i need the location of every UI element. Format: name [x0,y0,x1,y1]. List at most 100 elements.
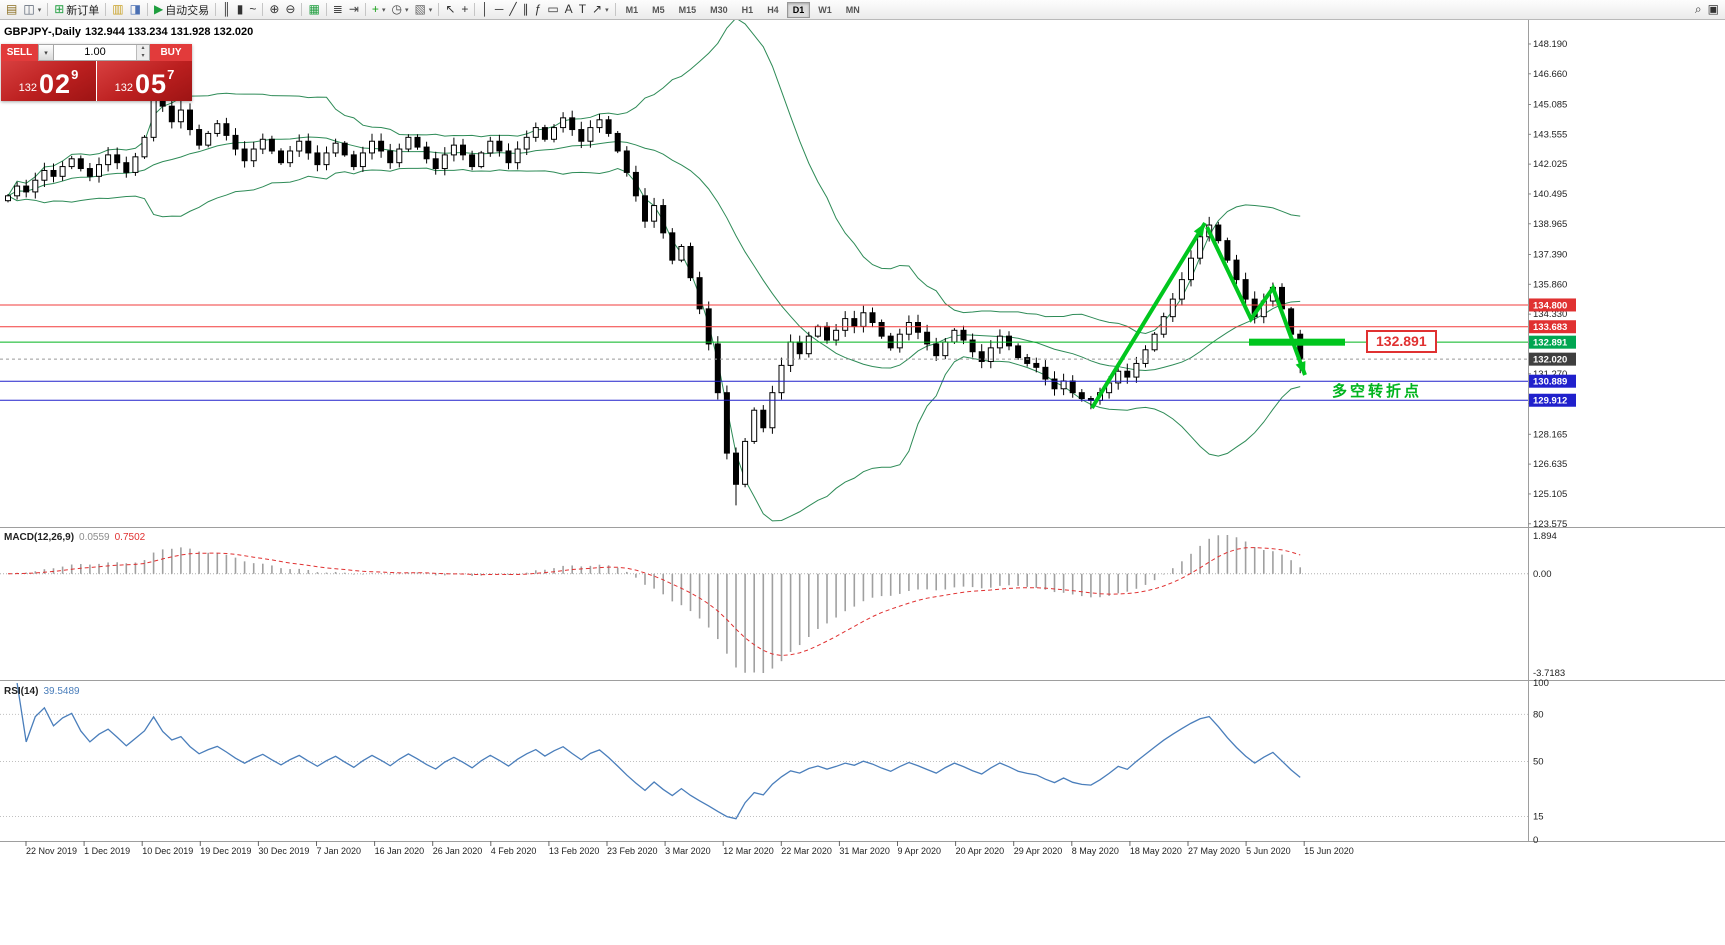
candle-body [824,325,830,341]
periods-button[interactable]: ◷ ▾ [388,2,411,17]
down-zigzag-arrow[interactable] [1205,226,1307,376]
buy-price-sup: 7 [167,67,175,82]
buy-button[interactable]: BUY [150,44,192,61]
date-axis-label: 19 Dec 2019 [200,846,251,856]
shapes-button[interactable]: ▭ [544,2,561,17]
arrange-windows-button[interactable]: ≣ [330,2,346,17]
arrange-windows-button-icon: ≣ [332,2,343,16]
timeframe-d1[interactable]: D1 [786,1,811,18]
new-chart-button[interactable]: ▤ [3,2,20,17]
crosshair-button[interactable]: + [458,2,471,17]
candle-body [687,245,694,279]
market-watch-button[interactable]: ▥ [109,2,126,17]
chevron-down-icon: ▾ [37,6,42,14]
candle-body [114,154,121,164]
up-trend-arrow[interactable] [1090,221,1207,410]
lot-size-value[interactable]: 1.00 [84,46,106,58]
price-tag[interactable]: 132.891 [1529,335,1576,349]
trendline-button[interactable]: ╱ [506,2,519,17]
price-axis-label: 128.165 [1533,429,1567,440]
vertical-line-button[interactable]: │ [478,2,492,17]
price-callout-label[interactable]: 132.891 [1366,330,1437,353]
toolbar-separator [325,3,327,16]
svg-text:132.020: 132.020 [1533,355,1567,366]
candle-body [623,150,630,173]
arrows-tools-button[interactable]: ↗ ▾ [589,2,612,17]
window-list-button[interactable]: ▣ [1705,2,1722,17]
text-label-button[interactable]: T [576,2,589,17]
candle-body [632,171,639,197]
candle-body [32,179,39,193]
lot-stepper[interactable]: ▴ ▾ [136,45,149,60]
timeframe-h1[interactable]: H1 [741,4,754,15]
candle-body [41,169,48,181]
channel-button[interactable]: ∥ [520,2,532,17]
line-chart-button[interactable]: ~ [246,2,259,17]
lot-dropdown[interactable]: ▾ [38,44,54,61]
search-button[interactable]: ⌕ [1692,2,1705,17]
sell-price-big: 02 [39,69,72,99]
candle-body [987,347,994,362]
bar-chart-button[interactable]: ║ [219,2,234,17]
candlestick-button[interactable]: ▮ [234,2,247,17]
candle-body [187,109,193,131]
date-axis-label: 7 Jan 2020 [317,846,362,856]
stepper-up-icon[interactable]: ▴ [137,45,149,53]
trend-arrows[interactable] [1090,221,1307,410]
rsi-axis-label: 100 [1533,678,1549,689]
price-tag[interactable]: 134.800 [1529,298,1576,312]
candle-body [851,318,858,327]
tile-windows-button[interactable]: ▦ [305,2,322,17]
candle-body [59,166,66,177]
text-button[interactable]: A [562,2,576,17]
date-axis-label: 23 Feb 2020 [607,846,658,856]
text-label-button-icon: T [578,2,587,16]
indicators-button[interactable]: + ▾ [369,2,389,17]
candle-body [469,154,476,168]
templates-button[interactable]: ▧ ▾ [411,2,435,17]
chart-profiles-button[interactable]: ◫ ▾ [20,2,44,17]
candle-body [523,136,530,150]
date-axis-label: 13 Feb 2020 [549,846,600,856]
timeframe-m15[interactable]: M15 [678,4,697,15]
candle-body [1124,370,1131,378]
horizontal-line-button[interactable]: ─ [492,2,507,17]
candle-body [605,119,612,134]
timeframe-h4[interactable]: H4 [767,4,779,15]
cursor-button[interactable]: ↖ [442,2,458,17]
zoom-in-button[interactable]: ⊕ [266,2,282,17]
data-window-button[interactable]: ◨ [127,2,144,17]
timeframe-m30[interactable]: M30 [710,4,728,15]
candle-body [241,148,248,162]
svg-text:134.800: 134.800 [1533,300,1567,311]
stepper-down-icon[interactable]: ▾ [137,52,149,60]
timeframe-mn[interactable]: MN [845,4,860,15]
sell-button[interactable]: SELL [1,44,38,61]
timeframe-w1[interactable]: W1 [818,4,832,15]
new-order-button[interactable]: ⊞ 新订单 [51,1,102,19]
turning-point-label[interactable]: 多空转折点 [1332,383,1423,400]
new-chart-button-icon: ▤ [6,2,18,16]
autotrading-button-label: 自动交易 [165,4,210,17]
support-highlight-bar[interactable] [1249,338,1345,346]
lot-size-field[interactable]: 1.00 ▴ ▾ [54,44,150,61]
candle-body [441,154,448,170]
sell-price-button[interactable]: 132 02 9 [1,61,96,101]
zoom-out-button[interactable]: ⊖ [282,2,298,17]
timeframe-m1[interactable]: M1 [625,4,639,15]
price-tag[interactable]: 132.020 [1529,352,1576,366]
buy-price-button[interactable]: 132 05 7 [97,61,192,101]
candle-body [168,105,175,123]
autotrading-button[interactable]: ▶ 自动交易 [151,1,212,19]
price-tag[interactable]: 130.889 [1529,374,1576,388]
fibonacci-button[interactable]: ƒ [532,2,545,17]
price-tag[interactable]: 133.683 [1529,320,1576,334]
price-axis-label: 135.860 [1533,279,1567,290]
candle-body [532,127,539,138]
macd-signal-value: 0.7502 [114,532,146,543]
price-tag[interactable]: 129.912 [1529,393,1576,407]
timeframe-m5[interactable]: M5 [652,4,665,15]
chart-shift-button[interactable]: ⇥ [346,2,362,17]
candle-body [1060,380,1067,390]
price-axis-label: 125.105 [1533,489,1567,500]
